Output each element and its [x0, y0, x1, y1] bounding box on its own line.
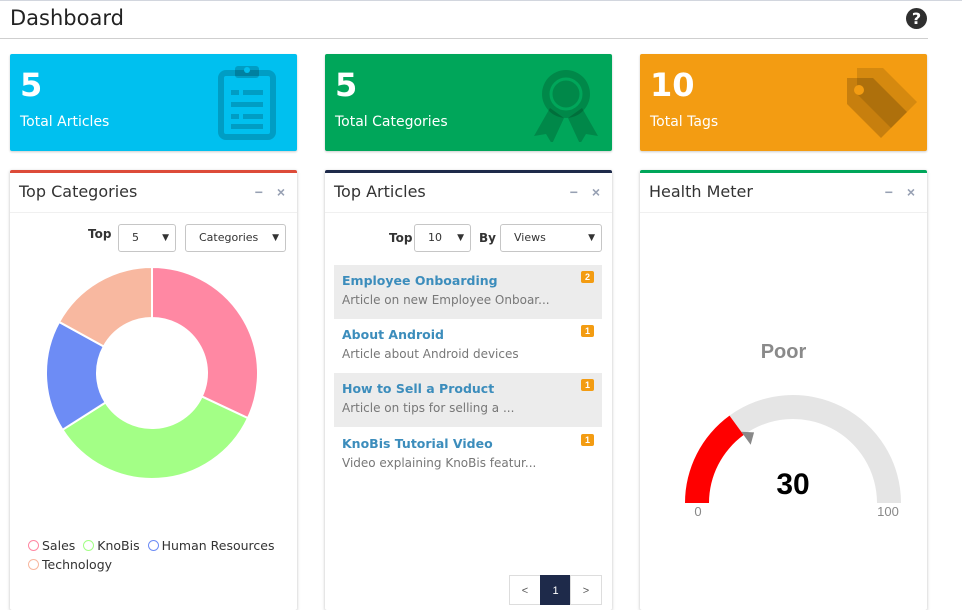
list-item: About Android Article about Android devi… [334, 319, 602, 373]
categories-donut-chart [45, 265, 259, 480]
top-articles-title: Top Articles [334, 182, 426, 201]
by-label: By [479, 231, 496, 245]
health-status: Poor [760, 341, 807, 363]
article-description: Article on tips for selling a ... [342, 401, 515, 415]
article-link[interactable]: Employee Onboarding [342, 273, 498, 288]
top-articles-box: Top Articles − × Top 10 ▼ By Views ▼ Emp… [325, 170, 612, 610]
top-count-select[interactable]: 10 ▼ [414, 224, 471, 252]
pager-next-button[interactable]: > [570, 575, 602, 605]
gauge-max-label: 100 [877, 504, 899, 519]
box-tools: − × [875, 184, 915, 200]
article-description: Article about Android devices [342, 347, 519, 361]
health-meter-header: Health Meter − × [640, 173, 927, 213]
chevron-down-icon: ▼ [457, 233, 464, 243]
sort-by-value: Views [514, 231, 546, 244]
clipboard-icon [218, 66, 276, 140]
award-ribbon-icon [534, 70, 598, 142]
top-count-select[interactable]: 5 ▼ [118, 224, 176, 252]
legend-dot [28, 540, 39, 551]
legend-dot [147, 540, 159, 551]
legend-item-human-resources[interactable]: Human Resources [147, 538, 275, 553]
top-categories-header: Top Categories − × [10, 173, 297, 213]
minimize-icon[interactable]: − [569, 184, 578, 200]
top-label: Top [389, 231, 413, 245]
top-label: Top [88, 227, 112, 241]
top-categories-box: Top Categories − × Top 5 ▼ Categories ▼ … [10, 170, 297, 610]
gauge-fill [685, 415, 744, 503]
article-link[interactable]: About Android [342, 327, 444, 342]
chevron-down-icon: ▼ [162, 233, 169, 243]
gauge-value: 30 [776, 468, 809, 501]
category-type-select[interactable]: Categories ▼ [185, 224, 286, 252]
legend-item-knobis[interactable]: KnoBis [83, 538, 140, 553]
view-count-badge: 1 [580, 379, 594, 391]
article-description: Article on new Employee Onboar... [342, 293, 550, 307]
sort-by-select[interactable]: Views ▼ [500, 224, 602, 252]
box-tools: − × [560, 184, 600, 200]
pager-page-1[interactable]: 1 [540, 575, 571, 605]
donut-slice-technology[interactable] [57, 265, 153, 348]
category-type-value: Categories [199, 231, 259, 244]
minimize-icon[interactable]: − [254, 184, 263, 200]
gauge-min-label: 0 [694, 504, 701, 519]
page-header: Dashboard ? [0, 1, 928, 39]
legend-label: Technology [42, 557, 113, 572]
top-count-value: 5 [132, 231, 139, 244]
view-count-badge: 2 [580, 271, 594, 283]
top-count-value: 10 [428, 231, 442, 244]
chart-legend-row2: Technology [28, 557, 120, 572]
total-tags-card[interactable]: 10 Total Tags [640, 54, 927, 151]
view-count-badge: 1 [580, 434, 594, 446]
close-icon[interactable]: × [906, 184, 915, 200]
legend-label: KnoBis [97, 538, 140, 553]
gauge-pointer [741, 431, 755, 445]
total-tags-label: Total Tags [650, 114, 719, 130]
legend-dot [83, 540, 95, 551]
legend-item-sales[interactable]: Sales [28, 538, 75, 553]
list-item: How to Sell a Product Article on tips fo… [334, 373, 602, 427]
legend-label: Human Resources [161, 538, 275, 553]
legend-label: Sales [42, 538, 76, 553]
article-link[interactable]: How to Sell a Product [342, 381, 495, 396]
chevron-down-icon: ▼ [272, 233, 279, 243]
donut-slice-knobis[interactable] [61, 395, 250, 480]
gauge-track [729, 395, 901, 503]
pager-prev-button[interactable]: < [509, 575, 541, 605]
total-articles-card[interactable]: 5 Total Articles [10, 54, 297, 151]
donut-slice-sales[interactable] [151, 265, 259, 420]
chevron-down-icon: ▼ [588, 233, 595, 243]
list-item: Employee Onboarding Article on new Emplo… [334, 265, 602, 319]
total-categories-label: Total Categories [335, 114, 448, 130]
list-item: KnoBis Tutorial Video Video explaining K… [334, 428, 602, 482]
article-link[interactable]: KnoBis Tutorial Video [342, 436, 493, 451]
view-count-badge: 1 [580, 325, 594, 337]
health-meter-box: Health Meter − × Poor 30 0 100 [640, 170, 927, 610]
legend-item-technology[interactable]: Technology [28, 557, 112, 572]
total-categories-card[interactable]: 5 Total Categories [325, 54, 612, 151]
chart-legend: Sales KnoBis Human Resources [28, 538, 283, 553]
box-tools: − × [245, 184, 285, 200]
total-categories-count: 5 [335, 66, 358, 104]
top-categories-title: Top Categories [19, 182, 138, 201]
health-gauge: 30 0 100 [685, 395, 901, 519]
minimize-icon[interactable]: − [884, 184, 893, 200]
article-description: Video explaining KnoBis featur... [342, 456, 537, 470]
total-articles-label: Total Articles [20, 114, 110, 130]
total-tags-count: 10 [650, 66, 695, 104]
total-articles-count: 5 [20, 66, 43, 104]
close-icon[interactable]: × [591, 184, 600, 200]
tags-icon [847, 68, 917, 138]
close-icon[interactable]: × [276, 184, 285, 200]
health-meter-title: Health Meter [649, 182, 753, 201]
page-title: Dashboard [10, 6, 124, 30]
top-border [0, 0, 962, 1]
question-circle-icon[interactable]: ? [906, 8, 927, 29]
top-articles-header: Top Articles − × [325, 173, 612, 213]
legend-dot [28, 559, 39, 570]
